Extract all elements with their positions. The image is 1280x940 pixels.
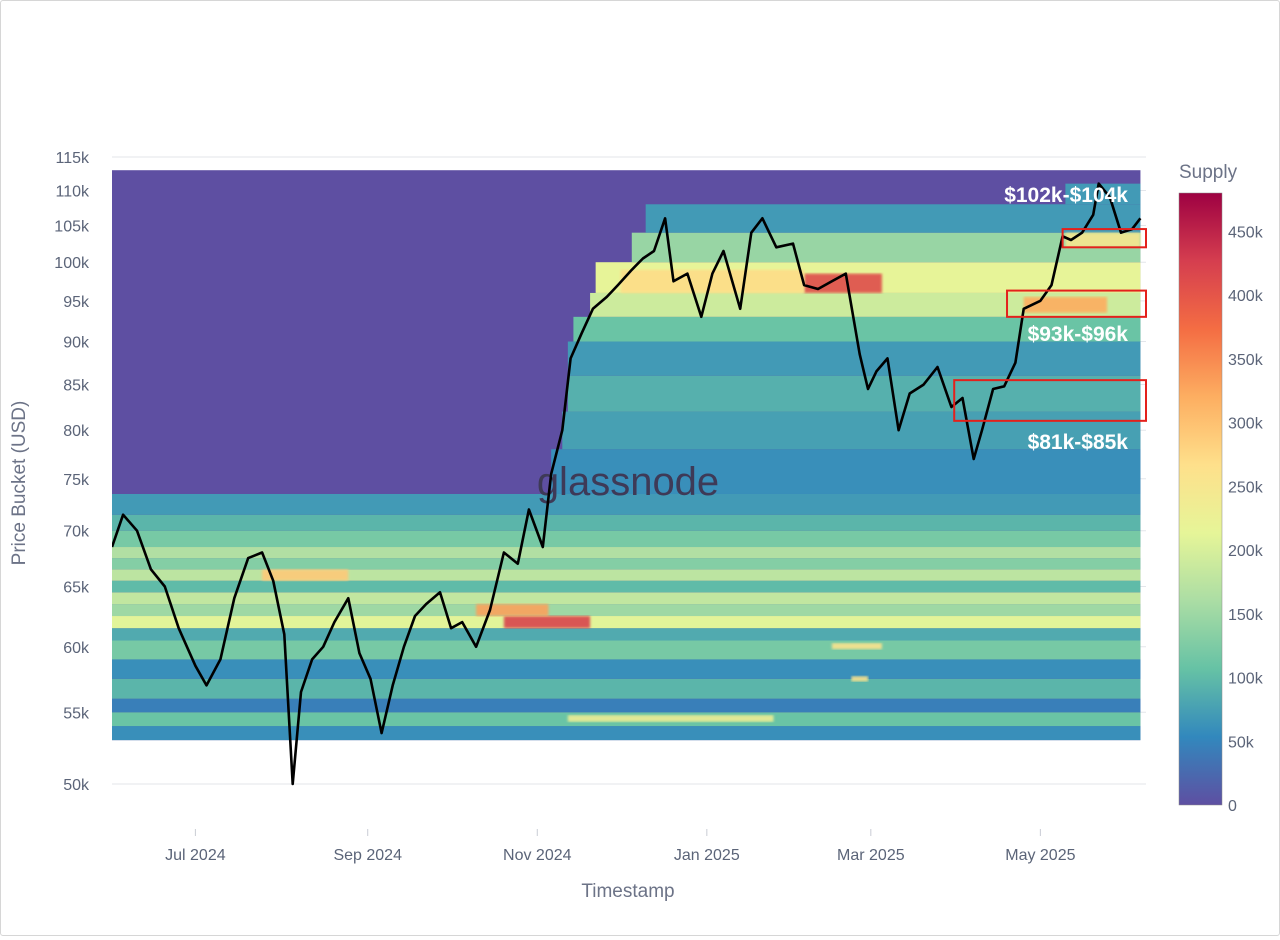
colorbar: Supply 0 50k 100k 150k 200k 250k 300k 350k 400k 4… bbox=[1178, 162, 1264, 815]
heatmap-band bbox=[112, 640, 1141, 660]
y-tick-label: 80k bbox=[63, 423, 90, 440]
y-axis-ticks: 115k 110k 105k 100k 95k 90k 85k 80k 75k 70k 65k 60k… bbox=[54, 150, 90, 794]
x-axis-title: Timestamp bbox=[581, 881, 674, 902]
heatmap-band bbox=[112, 530, 1141, 548]
annotation-label: $81k-$85k bbox=[1028, 431, 1129, 454]
y-tick-label: 75k bbox=[63, 472, 90, 489]
heatmap-band bbox=[112, 678, 1141, 699]
y-tick-label: 100k bbox=[54, 255, 90, 272]
x-tick-label: Jan 2025 bbox=[674, 847, 740, 864]
x-tick-label: Jul 2024 bbox=[165, 847, 226, 864]
colorbar-tick-label: 200k bbox=[1228, 543, 1264, 560]
y-tick-label: 90k bbox=[63, 335, 90, 352]
heatmap-hotspot bbox=[620, 269, 805, 293]
x-tick-label: Sep 2024 bbox=[333, 847, 402, 864]
y-tick-label: 55k bbox=[63, 705, 90, 722]
heatmap-hotspot bbox=[567, 714, 774, 722]
heatmap-band bbox=[112, 580, 1141, 593]
heatmap-band bbox=[112, 569, 1141, 581]
y-tick-label: 105k bbox=[54, 218, 90, 235]
heatmap-hotspots bbox=[262, 232, 1141, 722]
annotation-box bbox=[953, 379, 1147, 422]
y-axis-title: Price Bucket (USD) bbox=[9, 401, 30, 566]
price-line bbox=[112, 182, 1142, 786]
watermark-text: glassnode bbox=[537, 460, 719, 504]
colorbar-title: Supply bbox=[1179, 162, 1238, 183]
annotation-label: $93k-$96k bbox=[1028, 323, 1129, 346]
heatmap-cells bbox=[112, 170, 1141, 741]
heatmap-band bbox=[567, 375, 1141, 412]
heatmap-hotspot bbox=[503, 616, 591, 629]
x-axis-ticks: Jul 2024 Sep 2024 Nov 2024 Jan 2025 Mar 2025… bbox=[165, 829, 1076, 864]
heatmap-band bbox=[645, 204, 1141, 233]
colorbar-tick-label: 0 bbox=[1228, 798, 1237, 815]
heatmap-band bbox=[112, 514, 1141, 531]
heatmap-hotspot bbox=[262, 569, 349, 581]
heatmap-band bbox=[112, 726, 1141, 741]
heatmap-band bbox=[551, 449, 1141, 494]
colorbar-tick-label: 150k bbox=[1228, 607, 1264, 624]
heatmap-band bbox=[1065, 183, 1141, 205]
y-tick-label: 50k bbox=[63, 777, 90, 794]
colorbar-tick-label: 50k bbox=[1228, 734, 1255, 751]
price-line-layer bbox=[112, 182, 1142, 786]
heatmap-hotspot bbox=[1023, 296, 1108, 313]
annotation-box bbox=[1061, 228, 1148, 249]
colorbar-ticks: 0 50k 100k 150k 200k 250k 300k 350k 400k 450k bbox=[1228, 224, 1264, 815]
heatmap-band bbox=[112, 628, 1141, 641]
x-tick-label: May 2025 bbox=[1005, 847, 1075, 864]
y-tick-label: 60k bbox=[63, 640, 90, 657]
colorbar-tick-label: 100k bbox=[1228, 671, 1264, 688]
heatmap-band bbox=[631, 232, 1141, 263]
heatmap-band bbox=[112, 547, 1141, 559]
colorbar-tick-label: 300k bbox=[1228, 416, 1264, 433]
y-tick-label: 110k bbox=[55, 183, 90, 200]
annotation-layer: $102k-$104k $93k-$96k $81k-$85k bbox=[953, 184, 1148, 454]
y-tick-label: 70k bbox=[63, 524, 90, 541]
y-tick-label: 85k bbox=[63, 378, 90, 395]
heatmap-hotspot bbox=[831, 642, 882, 650]
heatmap-band bbox=[112, 604, 1141, 617]
colorbar-tick-label: 400k bbox=[1228, 288, 1264, 305]
y-tick-label: 115k bbox=[55, 150, 90, 167]
heatmap-band bbox=[112, 558, 1141, 570]
heatmap-band bbox=[112, 592, 1141, 605]
heatmap-band bbox=[590, 292, 1141, 317]
heatmap-band bbox=[567, 341, 1141, 376]
heatmap-hotspot bbox=[1065, 232, 1141, 248]
heatmap-band bbox=[112, 659, 1141, 679]
heatmap-band bbox=[112, 616, 1141, 629]
heatmap-band bbox=[112, 698, 1141, 713]
heatmap-band bbox=[112, 493, 1141, 515]
colorbar-tick-label: 450k bbox=[1228, 224, 1264, 241]
heatmap-hotspot bbox=[851, 676, 869, 682]
colorbar-tick-label: 250k bbox=[1228, 479, 1264, 496]
heatmap-band bbox=[562, 411, 1141, 450]
annotation-box bbox=[1006, 289, 1147, 318]
y-tick-label: 65k bbox=[63, 579, 90, 596]
heatmap-hotspot bbox=[804, 273, 882, 293]
colorbar-gradient bbox=[1178, 192, 1223, 806]
colorbar-tick-label: 350k bbox=[1228, 352, 1264, 369]
heatmap-hotspot bbox=[476, 604, 549, 617]
x-tick-label: Nov 2024 bbox=[503, 847, 572, 864]
annotation-label: $102k-$104k bbox=[1004, 184, 1128, 207]
y-tick-label: 95k bbox=[63, 294, 90, 311]
x-tick-label: Mar 2025 bbox=[837, 847, 905, 864]
